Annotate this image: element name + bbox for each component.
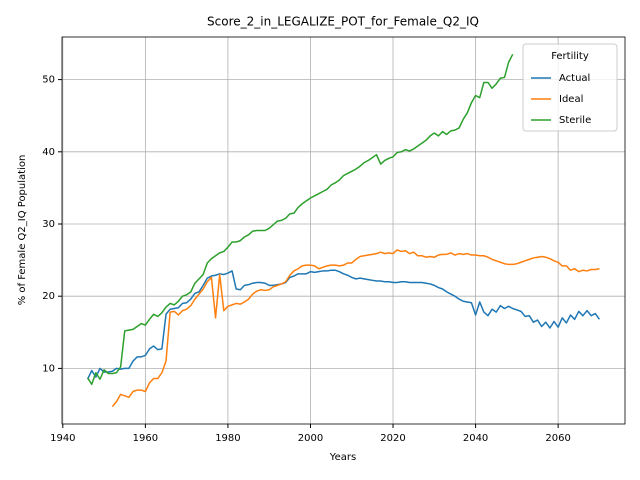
plot-frame xyxy=(61,36,626,425)
chart-title: Score_2_in_LEGALIZE_POT_for_Female_Q2_IQ xyxy=(207,15,479,29)
line xyxy=(86,53,514,386)
y-tick-label: 30 xyxy=(42,219,55,230)
y-tick-label: 10 xyxy=(42,363,55,374)
y-axis-label: % of Female Q2_IQ Population xyxy=(17,155,28,306)
legend-label: Actual xyxy=(559,73,590,84)
x-tick-label: 1980 xyxy=(215,433,240,444)
x-tick-label: 1940 xyxy=(50,433,75,444)
y-tick-label: 50 xyxy=(42,75,55,86)
x-tick-label: 2000 xyxy=(298,433,323,444)
y-tick-label: 40 xyxy=(42,147,55,158)
x-tick-label: 2020 xyxy=(380,433,405,444)
x-tick-label: 2060 xyxy=(545,433,570,444)
legend-box xyxy=(522,43,618,132)
y-tick-label: 20 xyxy=(42,291,55,302)
x-tick-label: 1960 xyxy=(133,433,158,444)
legend-title: Fertility xyxy=(551,51,589,62)
x-axis-label: Years xyxy=(329,452,356,463)
line xyxy=(111,249,600,408)
x-tick-label: 2040 xyxy=(463,433,488,444)
line xyxy=(86,269,601,380)
legend-label: Sterile xyxy=(559,115,591,126)
legend-label: Ideal xyxy=(559,94,583,105)
